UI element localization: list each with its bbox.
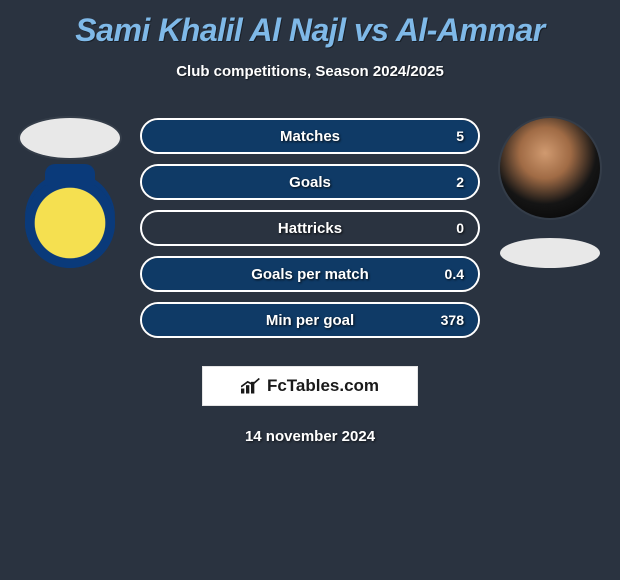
stat-row: 378 Min per goal <box>140 302 480 338</box>
stat-label: Goals <box>289 174 331 191</box>
stat-label: Matches <box>280 128 340 145</box>
stat-label: Min per goal <box>266 312 354 329</box>
left-player-column <box>10 118 130 268</box>
stat-label: Hattricks <box>278 220 342 237</box>
stat-label: Goals per match <box>251 266 369 283</box>
brand-badge: FcTables.com <box>202 366 418 406</box>
date-text: 14 november 2024 <box>0 428 620 445</box>
subtitle: Club competitions, Season 2024/2025 <box>0 63 620 80</box>
stats-list: 5 Matches 2 Goals 0 Hattricks 0.4 Goals per mat… <box>140 118 480 348</box>
stat-row: 2 Goals <box>140 164 480 200</box>
left-club-logo <box>25 178 115 268</box>
page-title: Sami Khalil Al Najl vs Al-Ammar <box>0 0 620 49</box>
stat-value-right: 0 <box>456 220 464 236</box>
stat-value-right: 378 <box>441 312 464 328</box>
stat-value-right: 5 <box>456 128 464 144</box>
left-player-photo <box>20 118 120 158</box>
stat-value-right: 0.4 <box>445 266 464 282</box>
chart-icon <box>241 378 261 394</box>
right-club-logo <box>500 238 600 268</box>
brand-text: FcTables.com <box>267 376 379 396</box>
stat-row: 0 Hattricks <box>140 210 480 246</box>
stat-value-right: 2 <box>456 174 464 190</box>
right-player-photo <box>500 118 600 218</box>
stat-row: 0.4 Goals per match <box>140 256 480 292</box>
right-player-column <box>490 118 610 268</box>
stat-row: 5 Matches <box>140 118 480 154</box>
